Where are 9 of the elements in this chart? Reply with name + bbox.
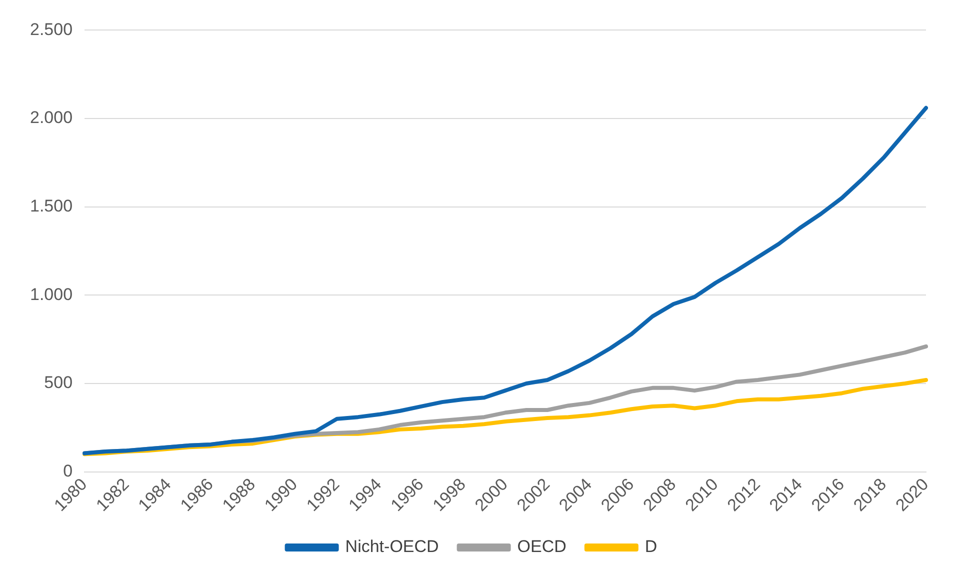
y-tick-label: 500 xyxy=(44,373,73,392)
legend-label: D xyxy=(644,537,658,556)
y-tick-label: 2.000 xyxy=(30,108,73,128)
y-tick-label: 2.500 xyxy=(30,20,73,39)
legend-label: Nicht-OECD xyxy=(345,537,439,556)
y-tick-label: 1.000 xyxy=(30,284,73,304)
legend-label: OECD xyxy=(517,537,566,556)
y-tick-label: 1.500 xyxy=(30,196,73,216)
y-tick-label: 0 xyxy=(63,462,73,481)
